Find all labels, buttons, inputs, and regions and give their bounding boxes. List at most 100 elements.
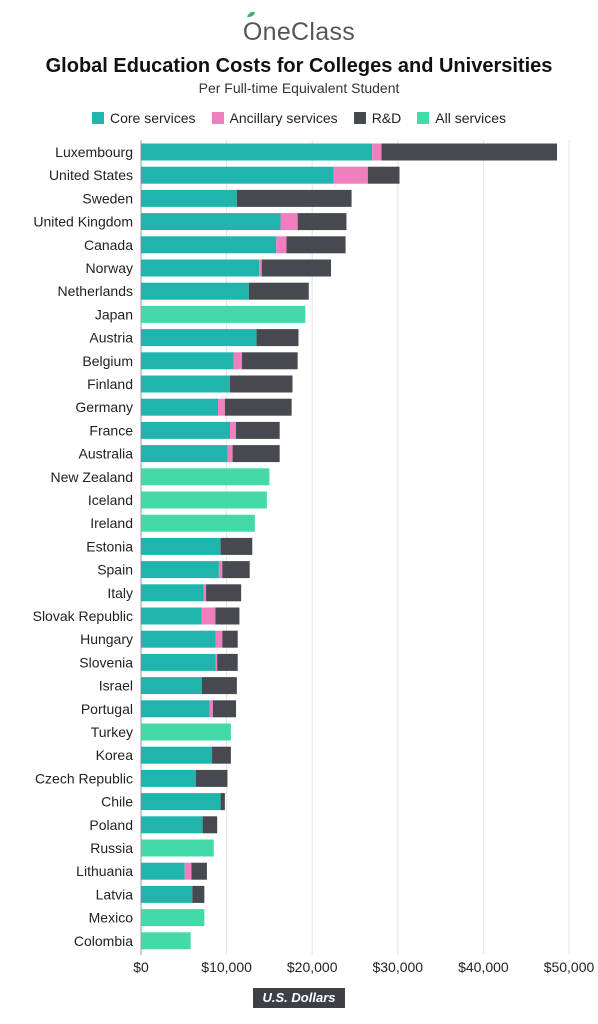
bar-segment: [259, 259, 262, 277]
bar-segment: [141, 375, 231, 393]
bar-segment: [227, 445, 233, 463]
bar-segment: [141, 630, 216, 648]
category-label: Mexico: [89, 910, 134, 926]
bar-segment: [141, 700, 210, 718]
bar-segment: [141, 421, 231, 439]
bar-segment: [248, 282, 309, 300]
bar-segment: [206, 584, 242, 602]
bar-segment: [141, 885, 193, 903]
bar-segment: [297, 213, 347, 231]
bar-segment: [141, 793, 221, 811]
bar-segment: [141, 746, 213, 764]
bar-segment: [141, 816, 203, 834]
legend-label-core: Core services: [109, 110, 196, 126]
bar-segment: [141, 189, 237, 207]
category-label: Italy: [107, 585, 133, 601]
category-label: Latvia: [96, 886, 134, 902]
bar-segment: [280, 213, 298, 231]
category-label: Belgium: [82, 353, 133, 369]
x-tick-label: $0: [133, 959, 149, 975]
bar-segment: [141, 468, 270, 486]
bar-segment: [141, 839, 214, 857]
legend-swatch-rd: [353, 112, 366, 124]
bar-segment: [141, 607, 202, 625]
bar-segment: [215, 630, 223, 648]
bar-segment: [215, 653, 218, 671]
bar-segment: [141, 398, 219, 416]
bar-segment: [202, 816, 218, 834]
bar-segment: [220, 793, 225, 811]
category-label: Canada: [84, 237, 133, 253]
bar-segment: [141, 653, 216, 671]
bar-segment: [222, 630, 238, 648]
chart-subtitle: Per Full-time Equivalent Student: [198, 80, 400, 96]
bar-segment: [256, 329, 299, 347]
category-label: Sweden: [82, 190, 133, 206]
legend-swatch-ancillary: [211, 112, 224, 124]
category-label: Norway: [86, 260, 133, 276]
bar-segment: [372, 143, 382, 161]
bar-segment: [141, 352, 234, 370]
bar-segment: [141, 282, 249, 300]
legend-label-all: All services: [435, 110, 507, 126]
legend-label-rd: R&D: [371, 110, 402, 126]
category-label: Japan: [95, 306, 133, 322]
category-label: Czech Republic: [35, 770, 133, 786]
bar-segment: [212, 700, 237, 718]
bar-segment: [141, 769, 196, 787]
category-label: Netherlands: [58, 283, 134, 299]
category-label: Lithuania: [76, 863, 133, 879]
category-label: Poland: [89, 817, 133, 833]
bar-segment: [222, 561, 250, 579]
bar-segment: [141, 932, 191, 950]
category-label: Israel: [99, 678, 133, 694]
bar-segment: [224, 398, 292, 416]
bar-segment: [192, 885, 205, 903]
x-tick-label: $20,000: [287, 959, 338, 975]
legend-item-rd: R&D: [353, 110, 402, 126]
legend-swatch-all: [417, 112, 430, 124]
bar-segment: [218, 561, 223, 579]
bar-segment: [220, 537, 253, 555]
bar-segment: [141, 677, 202, 695]
category-label: Estonia: [86, 538, 133, 554]
category-label: Austria: [89, 330, 133, 346]
category-label: United States: [49, 167, 133, 183]
bar-segment: [232, 445, 280, 463]
bar-segment: [141, 143, 373, 161]
bar-segment: [242, 352, 298, 370]
bar-segment: [203, 584, 207, 602]
chart-legend: Core services Ancillary services R&D All…: [0, 110, 598, 126]
bar-segment: [141, 561, 219, 579]
bar-segment: [217, 653, 238, 671]
bar-segment: [381, 143, 558, 161]
bar-segment: [141, 329, 257, 347]
leaf-icon: [247, 11, 255, 18]
x-axis-label: U.S. Dollars: [253, 988, 345, 1008]
category-label: Slovak Republic: [33, 608, 133, 624]
category-label: Portugal: [81, 701, 133, 717]
bar-segment: [215, 607, 240, 625]
bar-segment: [141, 537, 221, 555]
bar-segment: [141, 259, 260, 277]
bar-segment: [141, 166, 334, 184]
category-label: Chile: [101, 794, 133, 810]
bar-segment: [286, 236, 346, 254]
category-label: Russia: [90, 840, 133, 856]
category-label: Slovenia: [79, 654, 133, 670]
category-label: Hungary: [80, 631, 133, 647]
bar-segment: [141, 236, 277, 254]
legend-label-ancillary: Ancillary services: [229, 110, 338, 126]
x-tick-label: $10,000: [201, 959, 252, 975]
bar-segment: [195, 769, 228, 787]
bar-segment: [141, 723, 231, 741]
x-tick-label: $40,000: [458, 959, 509, 975]
bar-segment: [236, 421, 280, 439]
category-label: France: [89, 422, 133, 438]
category-label: Germany: [75, 399, 133, 415]
bar-segment: [141, 909, 205, 927]
category-label: New Zealand: [51, 469, 134, 485]
category-label: Spain: [97, 562, 133, 578]
bar-segment: [212, 746, 231, 764]
